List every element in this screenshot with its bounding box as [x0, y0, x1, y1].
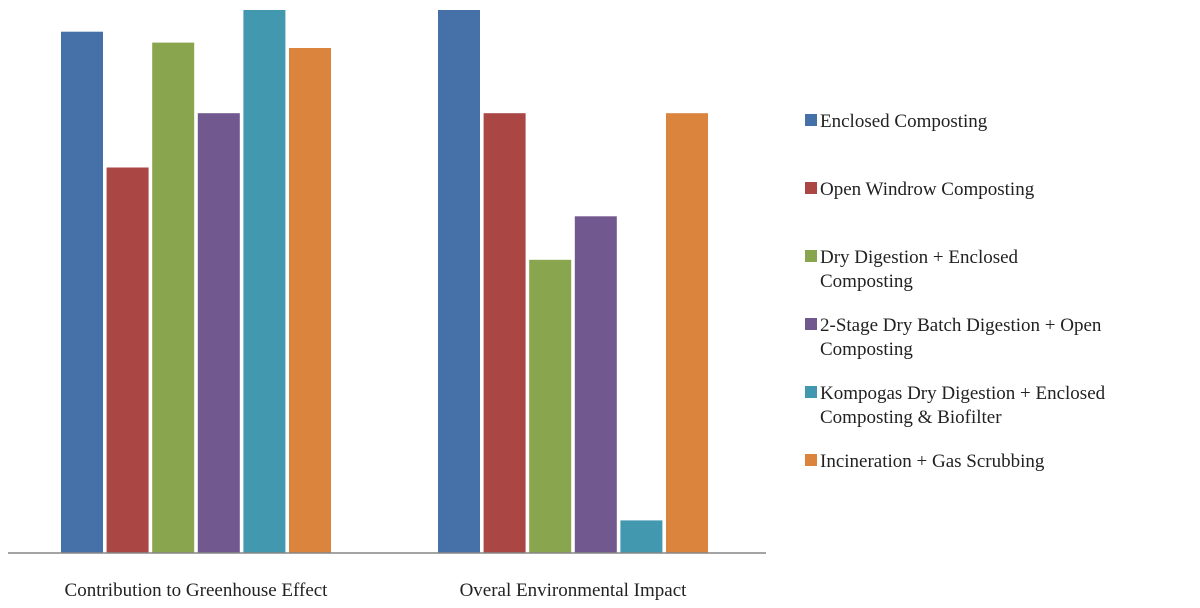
bar-series-3-category-1	[152, 42, 195, 553]
legend-swatch-4	[805, 318, 817, 330]
category-label-1: Contribution to Greenhouse Effect	[65, 580, 329, 601]
bar-series-5-category-1	[243, 10, 286, 553]
legend-swatch-5	[805, 386, 817, 398]
bar-series-3-category-2	[529, 259, 572, 553]
bar-series-6-category-2	[666, 113, 708, 553]
legend-label-3-line-2: Composting	[820, 271, 913, 292]
legend-swatch-2	[805, 182, 817, 194]
legend-label-1-line-1: Enclosed Composting	[820, 111, 988, 132]
legend-swatch-3	[805, 250, 817, 262]
legend: Enclosed Composting Open Windrow Composti…	[805, 111, 1106, 472]
bars-layer	[61, 10, 708, 554]
legend-label-3-line-1: Dry Digestion + Enclosed	[820, 247, 1019, 268]
bar-series-2-category-2	[483, 113, 526, 553]
bar-series-4-category-2	[574, 216, 617, 554]
bar-series-1-category-2	[438, 10, 480, 553]
legend-swatch-6	[805, 454, 817, 466]
category-label-2: Overal Environmental Impact	[460, 580, 688, 601]
bar-series-6-category-1	[289, 48, 331, 553]
legend-label-4-line-1: 2-Stage Dry Batch Digestion + Open	[820, 315, 1102, 336]
legend-label-5-line-2: Composting & Biofilter	[820, 407, 1002, 428]
legend-label-5-line-1: Kompogas Dry Digestion + Enclosed	[820, 383, 1106, 404]
legend-label-2-line-1: Open Windrow Composting	[820, 179, 1035, 200]
category-labels: Contribution to Greenhouse Effect Overal …	[65, 580, 688, 601]
bar-series-5-category-2	[620, 520, 663, 553]
bar-series-4-category-1	[197, 113, 240, 553]
bar-series-1-category-1	[61, 31, 103, 553]
legend-label-6-line-1: Incineration + Gas Scrubbing	[820, 451, 1045, 472]
bar-series-2-category-1	[106, 167, 149, 553]
legend-label-4-line-2: Composting	[820, 339, 913, 360]
legend-swatch-1	[805, 114, 817, 126]
